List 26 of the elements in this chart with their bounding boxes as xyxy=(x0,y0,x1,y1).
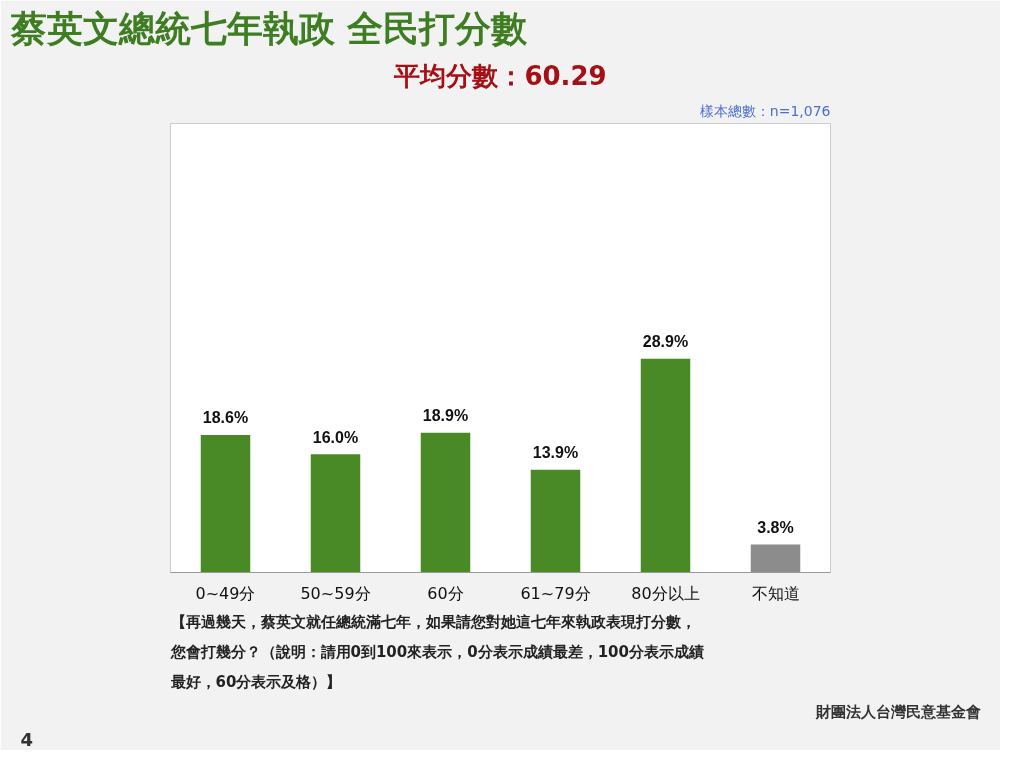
text: 您會打幾分？（說明：請用0到100來表示，0分表示成績最差，100分表示成績 xyxy=(169,642,704,661)
bar xyxy=(530,469,581,573)
x-tick-label: 50~59分 xyxy=(300,583,371,603)
x-tick-label: 不知道 xyxy=(751,583,800,603)
data-label: 3.8% xyxy=(757,518,794,536)
data-label: 16.0% xyxy=(312,428,359,446)
data-label: 18.6% xyxy=(202,409,249,427)
x-tick-label: 61~79分 xyxy=(520,583,591,603)
text: 最好，60分表示及格）】 xyxy=(169,672,342,691)
data-label: 28.9% xyxy=(642,333,689,351)
text: 樣本總數：n=1,076 xyxy=(699,102,831,119)
text: 4 xyxy=(20,728,34,750)
x-tick-label: 0~49分 xyxy=(195,583,256,603)
bar xyxy=(750,544,801,573)
data-label: 13.9% xyxy=(532,444,579,462)
x-tick-label: 60分 xyxy=(427,583,464,603)
chart-title: 蔡英文總統七年執政 全民打分數 xyxy=(9,7,529,49)
bar xyxy=(420,432,471,573)
x-tick-label: 80分以上 xyxy=(631,583,700,603)
bar xyxy=(200,434,251,573)
text: 【再過幾天，蔡英文就任總統滿七年，如果請您對她這七年來執政表現打分數， xyxy=(170,612,696,631)
bar xyxy=(640,358,691,573)
chart-subtitle: 平均分數：60.29 xyxy=(393,60,607,91)
data-label: 18.9% xyxy=(422,407,469,425)
text: 財團法人台灣民意基金會 xyxy=(814,702,981,721)
bar xyxy=(310,454,361,573)
